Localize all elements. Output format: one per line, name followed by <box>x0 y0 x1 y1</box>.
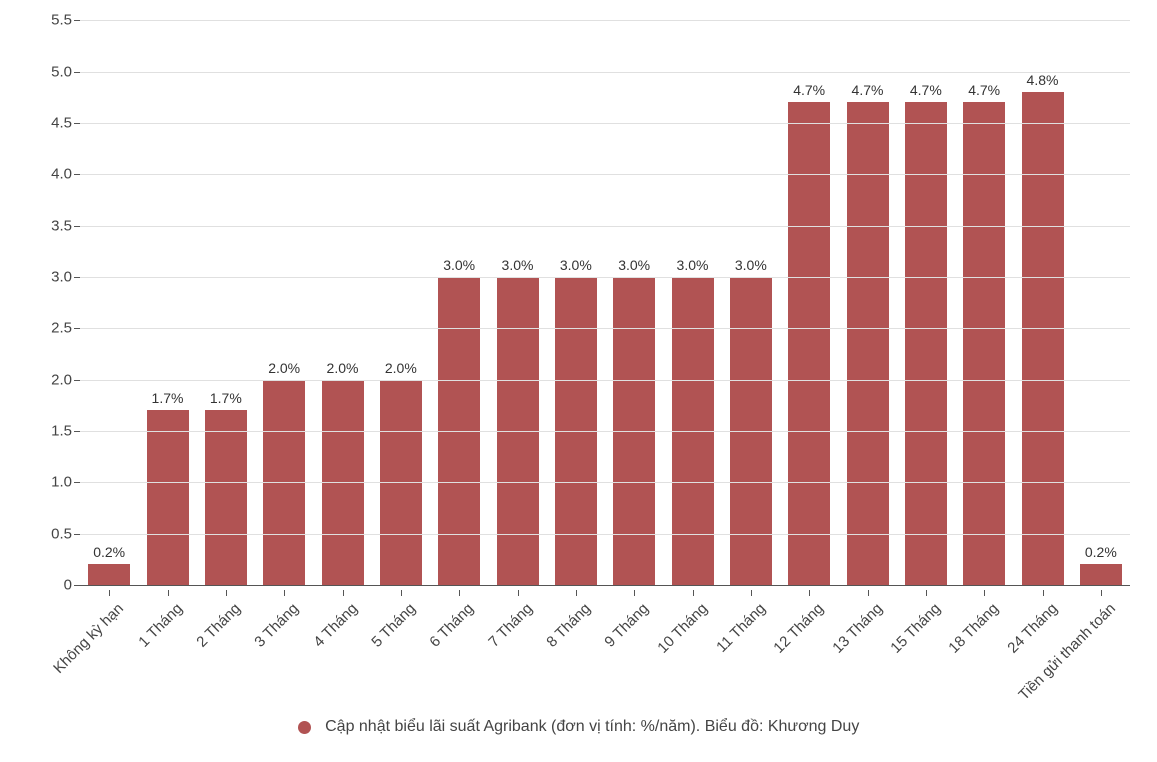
x-tick-mark <box>984 590 985 596</box>
y-tick-label: 3.0 <box>51 268 72 285</box>
bars-group: 0.2% 1.7% 1.7% 2.0% 2.0% 2.0% 3.0% 3.0% 3.0% 3.0%… <box>80 10 1130 585</box>
grid-line <box>80 72 1130 73</box>
plot-area: 0.2% 1.7% 1.7% 2.0% 2.0% 2.0% 3.0% 3.0% 3.0% 3.0%… <box>80 10 1130 586</box>
x-axis-labels: Không kỳ hạn1 Tháng2 Tháng3 Tháng4 Tháng… <box>80 590 1130 710</box>
bar-value-label: 4.7% <box>793 82 825 98</box>
y-tick-label: 2.0 <box>51 371 72 388</box>
x-tick-mark <box>518 590 519 596</box>
y-tick-label: 4.0 <box>51 166 72 183</box>
x-tick-mark <box>1101 590 1102 596</box>
bar-value-label: 4.8% <box>1027 72 1059 88</box>
x-tick-mark <box>634 590 635 596</box>
bar: 1.7% <box>147 410 189 585</box>
x-tick-label: Tiền gửi thanh toán <box>1015 600 1119 704</box>
bar-value-label: 3.0% <box>502 257 534 273</box>
grid-line <box>80 380 1130 381</box>
bar: 0.2% <box>88 564 130 585</box>
grid-line <box>80 174 1130 175</box>
x-tick-mark <box>926 590 927 596</box>
bar-value-label: 4.7% <box>910 82 942 98</box>
bar-value-label: 2.0% <box>327 360 359 376</box>
y-tick-label: 5.0 <box>51 63 72 80</box>
bar-value-label: 0.2% <box>1085 544 1117 560</box>
x-tick-mark <box>109 590 110 596</box>
bar-value-label: 3.0% <box>560 257 592 273</box>
x-tick-mark <box>809 590 810 596</box>
bar-value-label: 2.0% <box>268 360 300 376</box>
x-tick-mark <box>868 590 869 596</box>
x-tick-mark <box>576 590 577 596</box>
grid-line <box>80 277 1130 278</box>
bar-value-label: 4.7% <box>852 82 884 98</box>
x-tick-mark <box>168 590 169 596</box>
x-tick-label: 15 Tháng <box>887 600 944 657</box>
bar-value-label: 3.0% <box>443 257 475 273</box>
x-tick-mark <box>226 590 227 596</box>
grid-line <box>80 328 1130 329</box>
bar-value-label: 3.0% <box>677 257 709 273</box>
x-tick-label: 12 Tháng <box>771 600 828 657</box>
x-tick-label: 5 Tháng <box>368 600 419 651</box>
bar: 4.8% <box>1022 92 1064 585</box>
grid-line <box>80 20 1130 21</box>
grid-line <box>80 226 1130 227</box>
y-tick-label: 1.0 <box>51 474 72 491</box>
x-tick-label: 3 Tháng <box>251 600 302 651</box>
x-tick-mark <box>343 590 344 596</box>
bar-value-label: 1.7% <box>210 390 242 406</box>
x-tick-label: 10 Tháng <box>654 600 711 657</box>
bar-value-label: 2.0% <box>385 360 417 376</box>
chart-legend: Cập nhật biểu lãi suất Agribank (đơn vị … <box>0 718 1157 736</box>
bar-value-label: 4.7% <box>968 82 1000 98</box>
x-tick-label: 18 Tháng <box>946 600 1003 657</box>
y-tick-label: 0 <box>64 577 72 594</box>
x-tick-mark <box>693 590 694 596</box>
x-tick-mark <box>459 590 460 596</box>
x-tick-mark <box>401 590 402 596</box>
grid-line <box>80 123 1130 124</box>
y-tick-label: 2.5 <box>51 320 72 337</box>
legend-text: Cập nhật biểu lãi suất Agribank (đơn vị … <box>325 718 859 735</box>
x-tick-label: 2 Tháng <box>193 600 244 651</box>
bar-value-label: 3.0% <box>618 257 650 273</box>
x-tick-mark <box>751 590 752 596</box>
grid-line <box>80 482 1130 483</box>
x-tick-label: 13 Tháng <box>829 600 886 657</box>
chart-container: 0.2% 1.7% 1.7% 2.0% 2.0% 2.0% 3.0% 3.0% 3.0% 3.0%… <box>0 0 1157 762</box>
x-tick-label: 11 Tháng <box>713 600 769 656</box>
y-tick-label: 0.5 <box>51 525 72 542</box>
x-tick-label: Không kỳ hạn <box>50 600 127 677</box>
x-tick-mark <box>1043 590 1044 596</box>
bar: 1.7% <box>205 410 247 585</box>
y-tick-mark <box>74 585 80 586</box>
grid-line <box>80 431 1130 432</box>
bar-value-label: 1.7% <box>152 390 184 406</box>
x-tick-label: 7 Tháng <box>485 600 536 651</box>
grid-line <box>80 534 1130 535</box>
y-tick-label: 4.5 <box>51 114 72 131</box>
bar-value-label: 3.0% <box>735 257 767 273</box>
x-tick-label: 8 Tháng <box>543 600 594 651</box>
x-tick-label: 24 Tháng <box>1004 600 1061 657</box>
x-tick-label: 6 Tháng <box>426 600 477 651</box>
x-tick-label: 4 Tháng <box>310 600 361 651</box>
x-tick-label: 1 Tháng <box>135 600 186 651</box>
y-tick-label: 1.5 <box>51 422 72 439</box>
y-tick-label: 5.5 <box>51 12 72 29</box>
bar-value-label: 0.2% <box>93 544 125 560</box>
x-tick-mark <box>284 590 285 596</box>
legend-color-dot <box>298 721 311 734</box>
bar: 0.2% <box>1080 564 1122 585</box>
y-tick-label: 3.5 <box>51 217 72 234</box>
x-tick-label: 9 Tháng <box>601 600 652 651</box>
